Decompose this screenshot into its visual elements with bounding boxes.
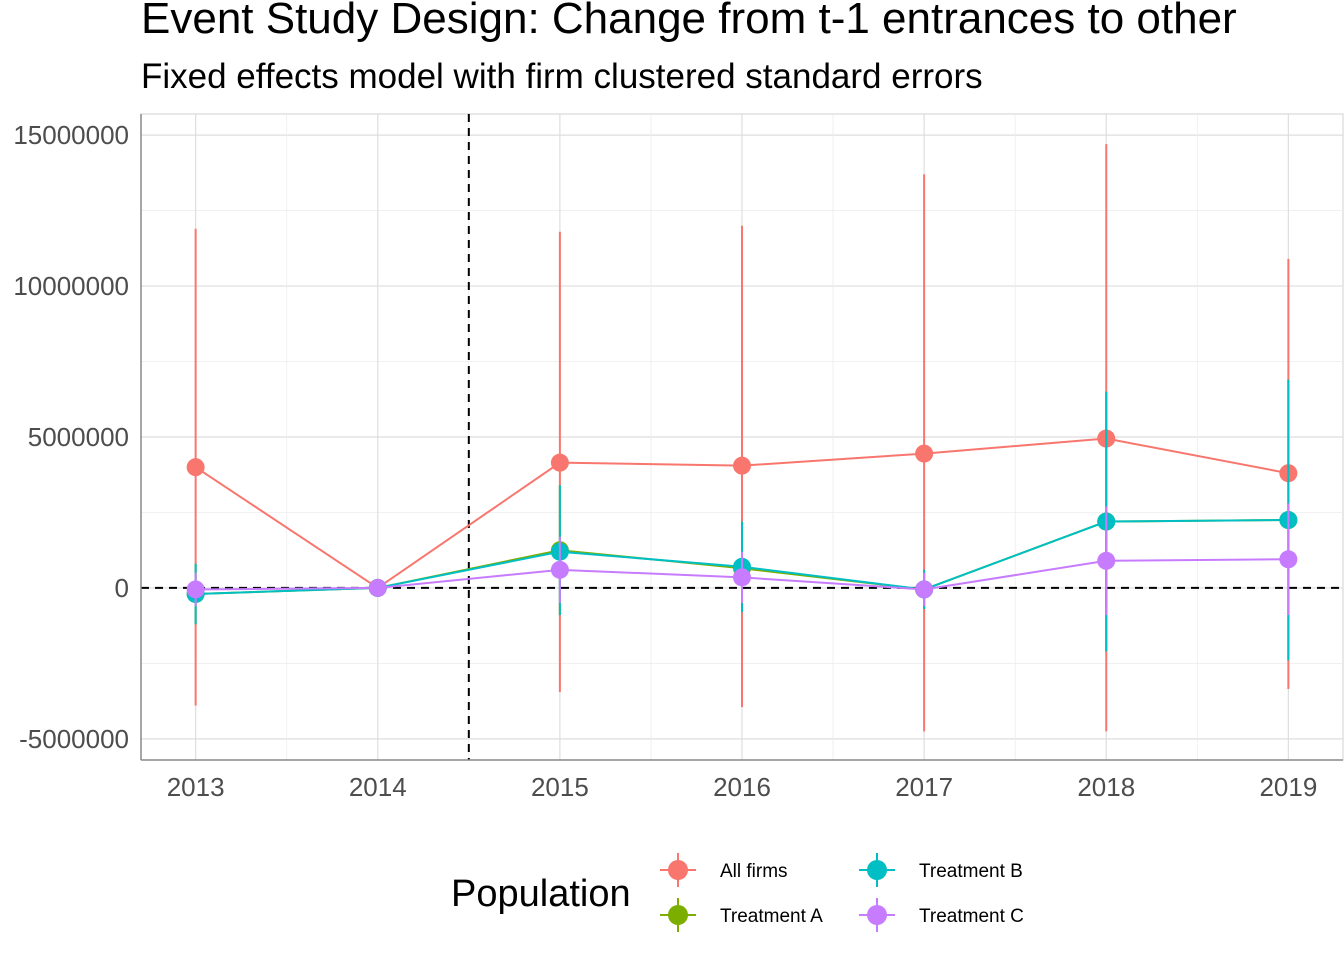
axes: -5000000 0 5000000 10000000 15000000 2013 2014… [13,114,1343,802]
legend-item-treatment-a: Treatment A [660,898,823,932]
legend-title: Population [451,873,631,915]
x-tick-label: 2017 [895,772,953,802]
y-tick-label: 10000000 [13,271,129,301]
legend-key-point [867,860,887,880]
legend-label: All firms [720,861,788,882]
legend-label: Treatment B [919,861,1023,882]
series-all-firms [186,144,1298,732]
chart-title: Event Study Design: Change from t-1 entr… [141,0,1237,43]
y-tick-label: 0 [115,573,129,603]
data-point [915,580,934,599]
x-tick-label: 2013 [167,772,225,802]
legend: Population All firms Treatment A Treatment… [451,853,1024,932]
legend-item-all-firms: All firms [660,853,788,887]
data-point [550,453,569,472]
chart-subtitle: Fixed effects model with firm clustered … [141,57,983,96]
legend-key-point [668,905,688,925]
data-point [368,578,387,597]
y-tick-label: 5000000 [28,422,129,452]
data-point [550,560,569,579]
legend-key-point [668,860,688,880]
data-point [915,444,934,463]
legend-item-treatment-c: Treatment C [859,898,1024,932]
x-tick-label: 2016 [713,772,771,802]
legend-item-treatment-b: Treatment B [859,853,1023,887]
x-tick-label: 2018 [1077,772,1135,802]
data-point [186,580,205,599]
x-tick-label: 2014 [349,772,407,802]
y-tick-label: -5000000 [19,724,129,754]
data-point [733,568,751,587]
data-point [186,458,205,477]
legend-key-point [867,905,887,925]
y-tick-label: 15000000 [13,120,129,150]
series-treatment-c [186,503,1298,616]
x-tick-label: 2019 [1259,772,1317,802]
x-tick-label: 2015 [531,772,589,802]
legend-label: Treatment A [720,906,823,927]
legend-label: Treatment C [919,906,1024,927]
data-point [1279,550,1298,569]
series-layer [186,144,1298,732]
data-point [1097,551,1116,570]
data-point [733,456,751,475]
